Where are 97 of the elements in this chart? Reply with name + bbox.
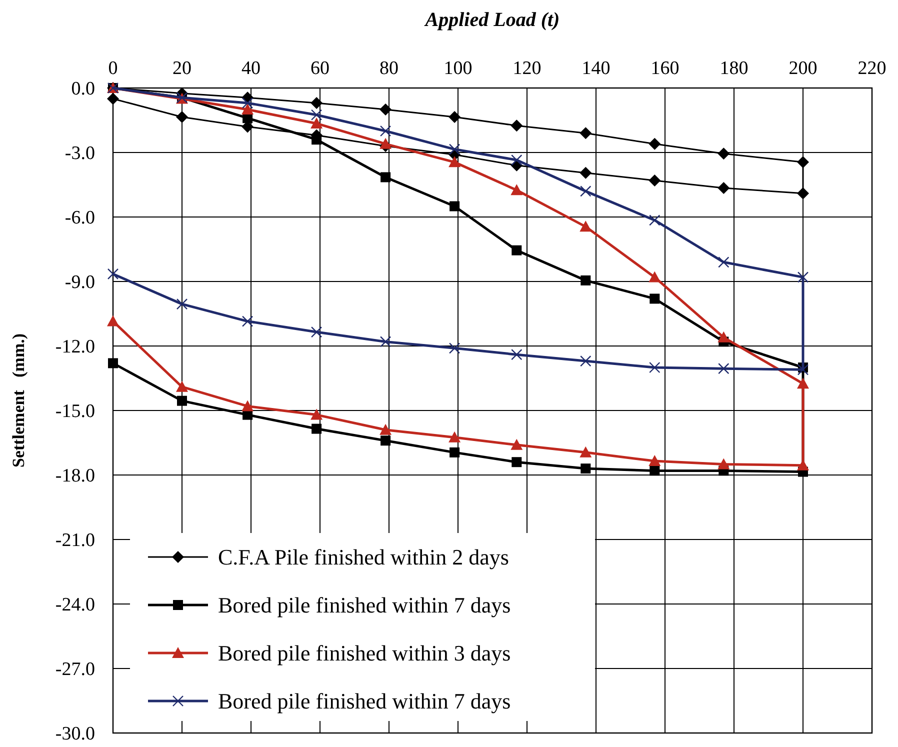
point bbox=[107, 268, 119, 280]
point bbox=[648, 174, 661, 186]
y-tick-label: -3.0 bbox=[64, 143, 95, 164]
x-tick-label: 60 bbox=[310, 58, 330, 79]
point bbox=[242, 104, 254, 114]
point bbox=[512, 457, 522, 468]
point bbox=[580, 166, 592, 179]
point bbox=[448, 342, 460, 354]
point bbox=[580, 186, 592, 197]
point bbox=[648, 271, 661, 282]
point bbox=[312, 424, 322, 434]
point bbox=[580, 355, 592, 367]
y-tick-label: -12.0 bbox=[55, 336, 95, 358]
point bbox=[380, 424, 392, 435]
x-axis-title: Applied Load (t) bbox=[423, 9, 560, 31]
x-tick-label: 180 bbox=[720, 58, 748, 79]
point bbox=[242, 410, 253, 420]
point bbox=[448, 431, 461, 442]
point bbox=[448, 111, 461, 124]
y-tick-label: -21.0 bbox=[55, 530, 95, 552]
x-tick-label: 80 bbox=[380, 58, 398, 79]
point bbox=[380, 104, 392, 116]
point bbox=[242, 97, 254, 109]
x-tick-label: 160 bbox=[650, 58, 680, 79]
point bbox=[511, 154, 522, 166]
point bbox=[718, 362, 730, 374]
point bbox=[797, 156, 809, 168]
y-tick-label: -30.0 bbox=[55, 724, 95, 745]
point bbox=[797, 364, 809, 376]
x-tick-label: 220 bbox=[858, 58, 886, 79]
y-tick-label: -27.0 bbox=[55, 659, 95, 680]
legend-label: Bored pile finished within 7 days bbox=[218, 592, 511, 618]
point bbox=[580, 275, 591, 286]
point bbox=[648, 455, 661, 466]
x-tick-label: 0 bbox=[108, 58, 118, 79]
point bbox=[107, 92, 119, 105]
point bbox=[718, 148, 730, 160]
point bbox=[580, 446, 592, 458]
point bbox=[450, 447, 460, 458]
legend-label: C.F.A Pile finished within 2 days bbox=[218, 544, 509, 570]
legend-label: Bored pile finished within 7 days bbox=[218, 688, 511, 714]
point bbox=[176, 298, 188, 310]
point bbox=[380, 336, 392, 348]
y-tick-label: -9.0 bbox=[64, 272, 95, 294]
y-tick-label: -15.0 bbox=[55, 401, 95, 422]
point bbox=[380, 436, 391, 446]
point bbox=[510, 184, 523, 196]
point bbox=[380, 125, 392, 137]
point bbox=[580, 464, 591, 474]
point bbox=[510, 120, 523, 132]
point bbox=[242, 400, 254, 412]
point bbox=[310, 326, 322, 338]
point bbox=[718, 256, 730, 268]
x-tick-label: 200 bbox=[788, 58, 818, 79]
point bbox=[312, 134, 322, 145]
point bbox=[650, 466, 660, 476]
point bbox=[176, 111, 188, 124]
point bbox=[448, 144, 460, 155]
point bbox=[649, 214, 660, 226]
point bbox=[310, 97, 323, 110]
x-tick-label: 100 bbox=[444, 58, 472, 79]
point bbox=[450, 201, 460, 212]
y-tick-label: 0.0 bbox=[71, 78, 95, 100]
point bbox=[718, 458, 730, 470]
x-tick-label: 20 bbox=[172, 58, 192, 79]
legend-label: Bored pile finished within 3 days bbox=[218, 640, 511, 666]
point bbox=[797, 378, 809, 389]
y-tick-label: -18.0 bbox=[55, 466, 95, 487]
point bbox=[511, 349, 522, 360]
x-tick-label: 140 bbox=[582, 58, 610, 79]
point bbox=[380, 172, 391, 182]
point bbox=[448, 156, 461, 168]
x-tick-label: 120 bbox=[512, 58, 542, 79]
point bbox=[797, 187, 809, 200]
point bbox=[649, 362, 660, 374]
point bbox=[177, 396, 187, 406]
point bbox=[176, 380, 188, 392]
point bbox=[512, 245, 522, 256]
point bbox=[580, 127, 592, 140]
point bbox=[648, 138, 661, 150]
point bbox=[310, 109, 322, 120]
point bbox=[718, 182, 730, 194]
point bbox=[718, 331, 730, 342]
point bbox=[108, 358, 118, 368]
point bbox=[107, 315, 119, 326]
x-tick-label: 40 bbox=[242, 58, 260, 79]
y-axis-title: Settlement (mm.) bbox=[9, 333, 28, 468]
point bbox=[380, 138, 392, 149]
point bbox=[510, 438, 523, 450]
y-tick-label: -24.0 bbox=[55, 594, 95, 616]
point bbox=[580, 220, 592, 232]
point bbox=[797, 272, 809, 283]
point bbox=[242, 316, 254, 327]
point bbox=[310, 408, 323, 420]
point bbox=[650, 294, 660, 304]
y-tick-label: -6.0 bbox=[64, 208, 95, 229]
point bbox=[310, 117, 323, 128]
